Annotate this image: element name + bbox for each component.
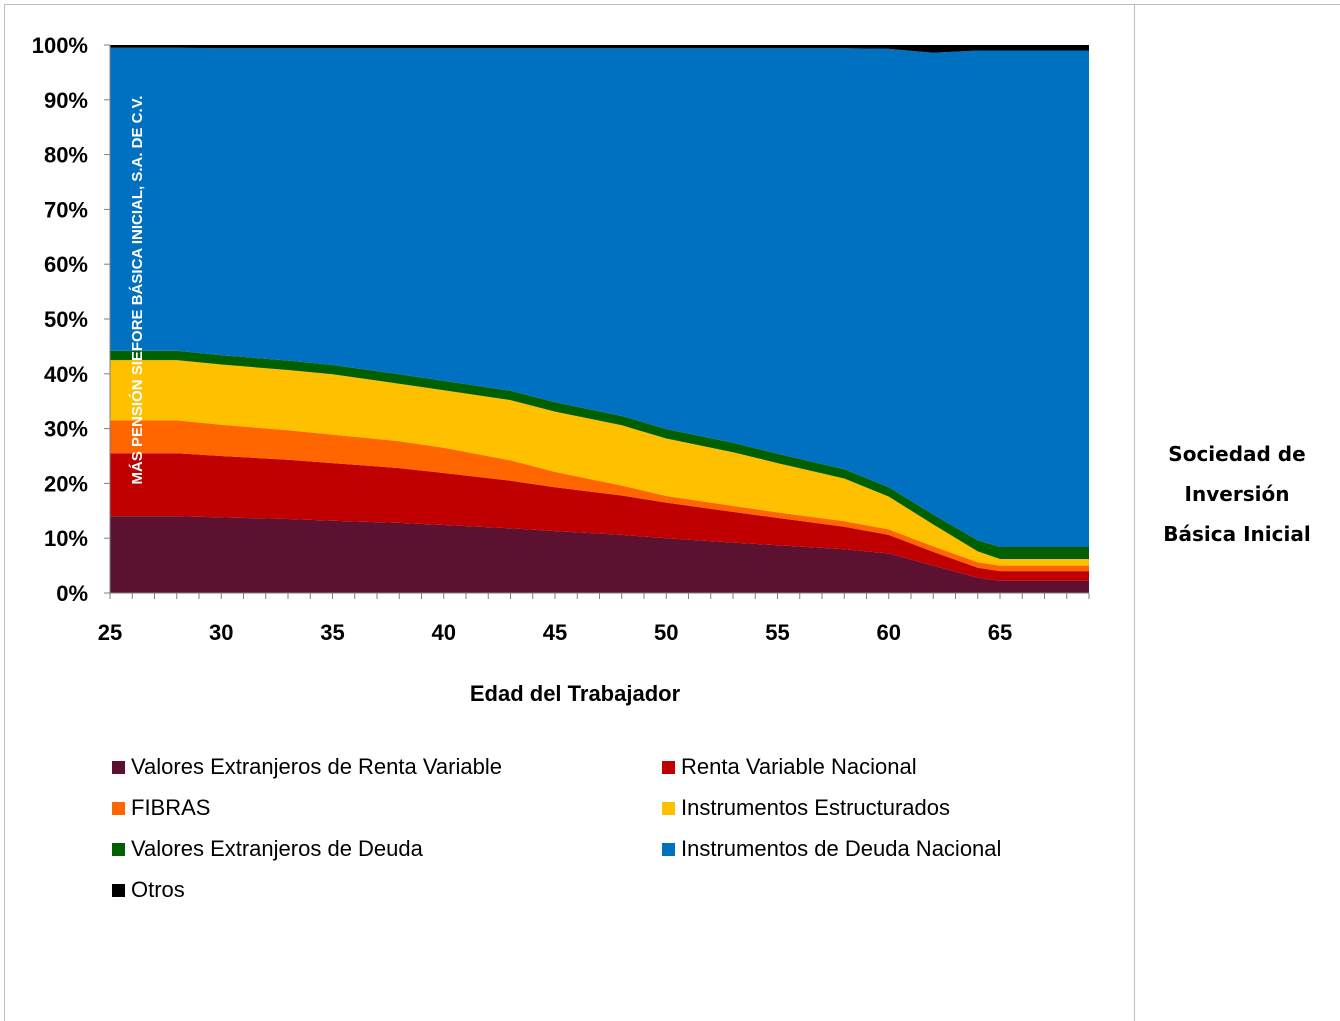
tick-labels-group: 25 30 35 40 45 50 55 60 65 0% 10% 20% 30% 40% 50% 60% 70… xyxy=(32,33,1013,645)
legend-swatch xyxy=(112,760,125,774)
legend: Valores Extranjeros de Renta Variable Ren… xyxy=(112,746,1112,916)
legend-item: Valores Extranjeros de Renta Variable xyxy=(112,746,502,788)
legend-label: Renta Variable Nacional xyxy=(681,754,917,779)
legend-label: Instrumentos de Deuda Nacional xyxy=(681,836,1002,861)
axes-group xyxy=(104,44,1090,599)
y-tick-label: 100% xyxy=(32,33,88,58)
legend-swatch xyxy=(662,842,675,856)
area-series-1 xyxy=(110,516,1089,593)
chart-frame xyxy=(4,4,1340,1021)
y-tick-label: 20% xyxy=(44,471,88,496)
legend-swatch xyxy=(112,842,125,856)
side-title-line-2: Inversión xyxy=(1184,482,1290,506)
y-tick-label: 40% xyxy=(44,362,88,387)
legend-label: FIBRAS xyxy=(131,795,211,820)
legend-item: Renta Variable Nacional xyxy=(662,746,917,788)
side-title-line-1: Sociedad de xyxy=(1168,442,1306,466)
y-tick-label: 10% xyxy=(44,526,88,551)
x-tick-label: 55 xyxy=(765,620,789,645)
y-tick-label: 70% xyxy=(44,197,88,222)
y-tick-label: 80% xyxy=(44,143,88,168)
side-title-line-3: Básica Inicial xyxy=(1163,522,1311,546)
area-series-7 xyxy=(110,45,1089,53)
area-series-4 xyxy=(110,360,1089,566)
legend-swatch xyxy=(662,801,675,815)
x-tick-label: 30 xyxy=(209,620,233,645)
legend-swatch xyxy=(112,883,125,897)
x-tick-label: 35 xyxy=(320,620,344,645)
legend-item: FIBRAS xyxy=(112,787,210,829)
legend-item: Instrumentos de Deuda Nacional xyxy=(662,828,1001,870)
x-tick-label: 65 xyxy=(988,620,1012,645)
y-tick-label: 50% xyxy=(44,307,88,332)
x-tick-label: 45 xyxy=(543,620,567,645)
x-tick-label: 40 xyxy=(432,620,456,645)
x-tick-label: 25 xyxy=(98,620,122,645)
legend-label: Otros xyxy=(131,877,185,902)
area-series-3 xyxy=(110,420,1089,572)
y-tick-label: 0% xyxy=(56,581,88,606)
x-tick-label: 50 xyxy=(654,620,678,645)
area-series-group xyxy=(110,45,1089,593)
y-tick-label: 90% xyxy=(44,88,88,113)
y-tick-label: 30% xyxy=(44,417,88,442)
stacked-area-chart: 25 30 35 40 45 50 55 60 65 0% 10% 20% 30% 40% 50% 60% 70… xyxy=(32,33,1090,706)
legend-swatch xyxy=(112,801,125,815)
legend-label: Instrumentos Estructurados xyxy=(681,795,951,820)
y-tick-label: 60% xyxy=(44,252,88,277)
legend-label: Valores Extranjeros de Renta Variable xyxy=(131,754,502,779)
side-title: Sociedad de Inversión Básica Inicial xyxy=(1136,434,1338,554)
area-series-6 xyxy=(110,47,1089,547)
chart-annotation: MÁS PENSIÓN SIEFORE BÁSICA INICIAL, S.A.… xyxy=(128,96,146,485)
x-axis-label: Edad del Trabajador xyxy=(470,681,681,706)
column-divider xyxy=(1134,4,1135,1021)
legend-item: Otros xyxy=(112,869,185,911)
legend-swatch xyxy=(662,760,675,774)
legend-label: Valores Extranjeros de Deuda xyxy=(131,836,423,861)
legend-item: Valores Extranjeros de Deuda xyxy=(112,828,423,870)
x-tick-label: 60 xyxy=(877,620,901,645)
legend-item: Instrumentos Estructurados xyxy=(662,787,950,829)
area-series-2 xyxy=(110,453,1089,581)
